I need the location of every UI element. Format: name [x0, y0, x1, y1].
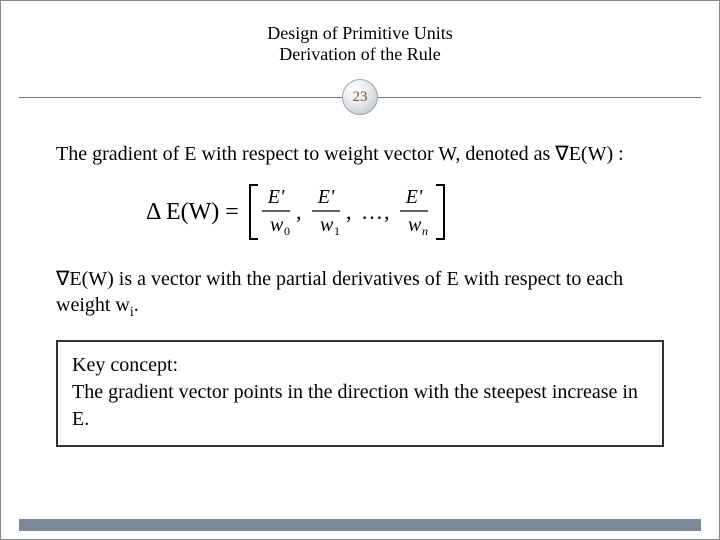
equation: Δ E(W) = E' w 0 , E' — [146, 177, 669, 254]
eq-delta: Δ — [146, 199, 161, 225]
eq-term-n: E' w n — [400, 186, 428, 238]
eq-lhs: E(W) = — [166, 199, 239, 225]
eq-term-1: E' w 1 — [312, 186, 340, 238]
para1-text-b: E(W) : — [569, 143, 624, 165]
page-number-badge: 23 — [342, 79, 378, 115]
para2-text-b: . — [134, 294, 139, 316]
nabla-symbol-2: ∇ — [56, 268, 69, 290]
svg-text:w: w — [320, 214, 334, 236]
footer-bar — [19, 519, 701, 531]
svg-text:w: w — [408, 214, 422, 236]
svg-text:,: , — [384, 199, 390, 224]
svg-text:0: 0 — [284, 224, 290, 238]
para2-text-a: E(W) is a vector with the partial deriva… — [56, 268, 623, 316]
svg-text:1: 1 — [334, 224, 340, 238]
left-bracket-icon — [250, 185, 258, 239]
nabla-symbol-1: ∇ — [555, 143, 568, 165]
svg-text:E': E' — [267, 186, 285, 208]
content-area: The gradient of E with respect to weight… — [1, 119, 719, 322]
divider: 23 — [1, 79, 719, 119]
svg-text:E': E' — [317, 186, 335, 208]
svg-text:,: , — [346, 199, 352, 224]
eq-term-0: E' w 0 — [262, 186, 290, 238]
page-number: 23 — [353, 89, 368, 106]
slide: Design of Primitive Units Derivation of … — [0, 0, 720, 540]
equation-svg: Δ E(W) = E' w 0 , E' — [146, 177, 506, 247]
right-bracket-icon — [436, 185, 444, 239]
svg-text:w: w — [270, 214, 284, 236]
title-line-1: Design of Primitive Units — [1, 23, 719, 44]
svg-text:,: , — [296, 199, 302, 224]
eq-ellipsis: … — [361, 199, 383, 224]
key-concept-line2: The gradient vector points in the direct… — [72, 379, 648, 433]
svg-text:n: n — [422, 224, 428, 238]
title-block: Design of Primitive Units Derivation of … — [1, 1, 719, 73]
title-line-2: Derivation of the Rule — [1, 44, 719, 65]
key-concept-box: Key concept: The gradient vector points … — [56, 340, 664, 447]
paragraph-1: The gradient of E with respect to weight… — [56, 141, 669, 167]
svg-text:E': E' — [405, 186, 423, 208]
key-concept-line1: Key concept: — [72, 352, 648, 379]
para1-text-a: The gradient of E with respect to weight… — [56, 143, 555, 165]
paragraph-2: ∇E(W) is a vector with the partial deriv… — [56, 266, 669, 322]
